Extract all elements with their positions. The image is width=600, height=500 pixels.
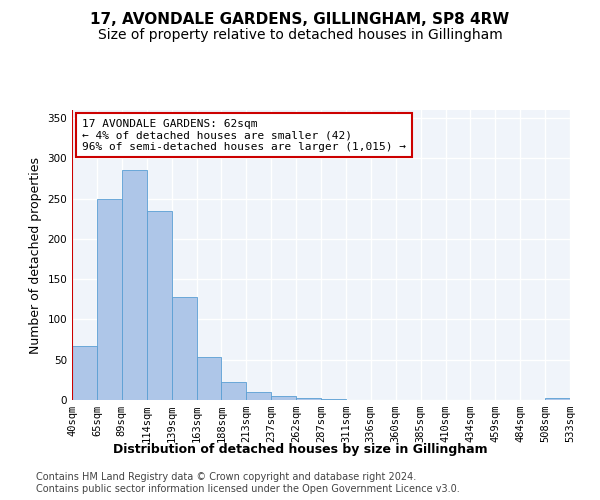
Bar (197, 358, 221, 400)
Bar (321, 399, 346, 400)
Text: Contains public sector information licensed under the Open Government Licence v3: Contains public sector information licen… (36, 484, 460, 494)
Bar (271, 396, 296, 400)
Bar (172, 297, 197, 400)
Bar (296, 398, 321, 400)
Bar (72, 346, 97, 400)
Text: Contains HM Land Registry data © Crown copyright and database right 2024.: Contains HM Land Registry data © Crown c… (36, 472, 416, 482)
Bar (247, 392, 271, 400)
Bar (147, 210, 172, 400)
Bar (97, 198, 122, 400)
Bar (221, 382, 247, 400)
Text: 17, AVONDALE GARDENS, GILLINGHAM, SP8 4RW: 17, AVONDALE GARDENS, GILLINGHAM, SP8 4R… (91, 12, 509, 28)
Text: Size of property relative to detached houses in Gillingham: Size of property relative to detached ho… (98, 28, 502, 42)
Text: 17 AVONDALE GARDENS: 62sqm
← 4% of detached houses are smaller (42)
96% of semi-: 17 AVONDALE GARDENS: 62sqm ← 4% of detac… (82, 118, 406, 152)
Bar (122, 170, 147, 400)
Y-axis label: Number of detached properties: Number of detached properties (29, 156, 42, 354)
Text: Distribution of detached houses by size in Gillingham: Distribution of detached houses by size … (113, 442, 487, 456)
Bar (545, 398, 570, 400)
